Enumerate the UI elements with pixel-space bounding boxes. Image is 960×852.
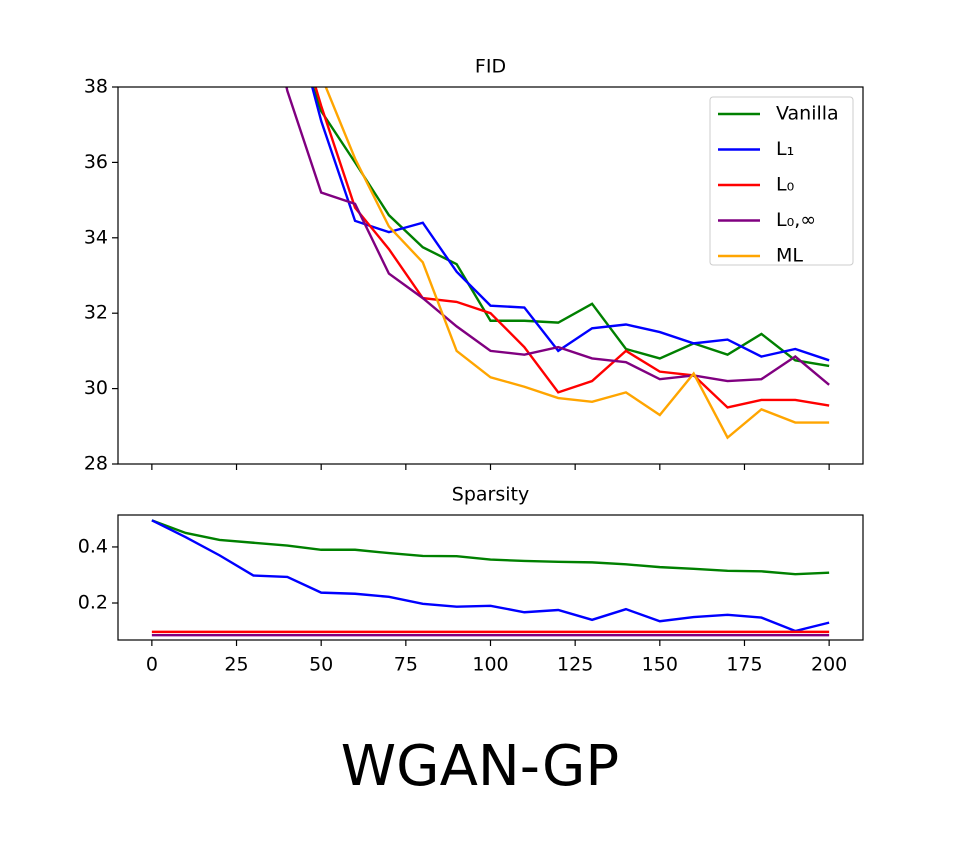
line [151, 519, 830, 633]
legend-label: Vanilla [776, 103, 839, 125]
y-tick-label: 38 [84, 76, 108, 98]
plot-area [285, 87, 830, 440]
line [314, 87, 830, 409]
x-tick-label: 125 [557, 654, 593, 676]
line [324, 87, 830, 440]
legend-label: L₀ [776, 174, 794, 196]
axes-frame [117, 86, 864, 465]
y-tick-label: 28 [84, 453, 108, 475]
x-tick-label: 150 [642, 654, 678, 676]
legend-label: L₀,∞ [776, 209, 816, 231]
legend-box [709, 96, 854, 266]
axes-frame [117, 514, 864, 641]
line [151, 519, 830, 576]
x-tick-label: 50 [309, 654, 333, 676]
y-tick-label: 0.2 [78, 592, 108, 614]
x-tick-label: 100 [472, 654, 508, 676]
chart-title: FID [475, 56, 506, 78]
plot-area [151, 519, 830, 637]
line [310, 87, 830, 362]
chart-title: Sparsity [452, 484, 529, 506]
x-tick-label: 0 [146, 654, 158, 676]
y-tick-label: 0.4 [78, 535, 108, 557]
x-tick-label: 200 [811, 654, 847, 676]
line [311, 87, 830, 368]
legend-label: ML [776, 245, 803, 267]
y-tick-label: 30 [84, 377, 108, 399]
y-tick-label: 36 [84, 151, 108, 173]
y-tick-label: 32 [84, 302, 108, 324]
x-tick-label: 175 [726, 654, 762, 676]
legend-label: L₁ [776, 138, 794, 160]
x-tick-label: 25 [224, 654, 248, 676]
y-tick-label: 34 [84, 226, 108, 248]
x-tick-label: 75 [394, 654, 418, 676]
line [285, 87, 830, 386]
caption: WGAN-GP [341, 734, 619, 799]
